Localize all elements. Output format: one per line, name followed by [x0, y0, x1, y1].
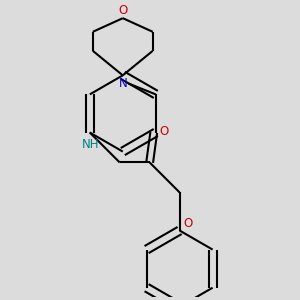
Text: O: O — [184, 217, 193, 230]
Text: O: O — [159, 125, 168, 138]
Text: N: N — [118, 77, 127, 90]
Text: NH: NH — [82, 138, 99, 151]
Text: O: O — [118, 4, 128, 17]
